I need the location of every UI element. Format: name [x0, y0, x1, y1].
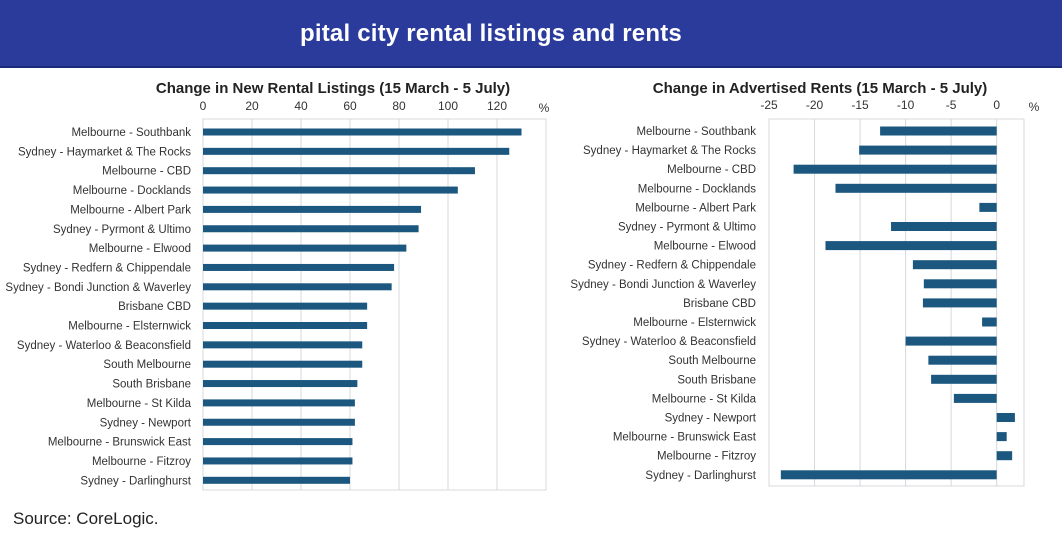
data-bar — [793, 164, 997, 174]
unit-label: % — [539, 101, 550, 115]
data-bar — [203, 457, 353, 465]
category-label: Sydney - Redfern & Chippendale — [588, 260, 756, 272]
data-bar — [203, 418, 355, 426]
data-bar — [203, 283, 392, 291]
category-label: Sydney - Redfern & Chippendale — [23, 262, 191, 274]
category-label: Sydney - Newport — [665, 413, 757, 425]
category-label: Sydney - Darlinghurst — [80, 475, 191, 487]
category-label: Melbourne - Fitzroy — [657, 451, 756, 463]
unit-label: % — [1029, 100, 1040, 114]
category-label: South Brisbane — [112, 379, 191, 391]
category-label: Sydney - Bondi Junction & Waverley — [5, 282, 191, 294]
data-bar — [203, 438, 353, 446]
category-label: Melbourne - Fitzroy — [92, 456, 191, 468]
banner-divider — [0, 66, 1062, 68]
data-bar — [203, 167, 475, 175]
category-label: Melbourne - Elsternwick — [68, 321, 191, 333]
data-bar — [203, 302, 368, 310]
category-label: Melbourne - Albert Park — [635, 202, 756, 214]
data-bar — [825, 241, 997, 251]
x-tick-label: 60 — [343, 99, 357, 113]
category-label: Melbourne - St Kilda — [87, 398, 192, 410]
data-bar — [203, 476, 350, 484]
data-bar — [982, 317, 997, 327]
category-label: Sydney - Pyrmont & Ultimo — [53, 224, 191, 236]
data-bar — [203, 322, 368, 329]
x-tick-label: -5 — [946, 98, 957, 112]
data-bar — [953, 393, 997, 403]
category-label: Melbourne - CBD — [667, 164, 756, 176]
banner-title: pital city rental listings and rents — [300, 20, 682, 47]
category-label: Sydney - Darlinghurst — [645, 470, 756, 482]
data-bar — [922, 298, 997, 308]
data-bar — [928, 355, 997, 365]
category-label: Melbourne - Brunswick East — [613, 432, 757, 444]
data-bar — [203, 225, 419, 233]
data-bar — [203, 341, 363, 349]
chart-title: Change in New Rental Listings (15 March … — [156, 80, 510, 97]
x-tick-label: 0 — [993, 98, 1000, 112]
data-bar — [996, 451, 1013, 461]
data-bar — [203, 205, 422, 213]
category-label: South Melbourne — [668, 355, 756, 367]
data-bar — [203, 263, 395, 271]
chart-title: Change in Advertised Rents (15 March - 5… — [653, 80, 988, 97]
category-label: Sydney - Haymarket & The Rocks — [18, 146, 191, 158]
data-bar — [203, 147, 510, 155]
x-tick-label: -10 — [897, 98, 915, 112]
category-label: Sydney - Haymarket & The Rocks — [583, 145, 756, 157]
data-bar — [979, 202, 997, 212]
x-tick-label: -20 — [806, 98, 824, 112]
data-bar — [835, 183, 997, 193]
category-label: Brisbane CBD — [118, 301, 191, 313]
advertised-rents-chart: -25 -20 -15 -10 -5 0 % Change in Advertised Ren… — [570, 80, 1040, 487]
data-bar — [203, 360, 363, 368]
x-tick-label: 0 — [200, 99, 207, 113]
data-bar — [203, 128, 522, 136]
category-label: South Brisbane — [677, 374, 756, 386]
category-label: Melbourne - Albert Park — [70, 204, 191, 216]
category-label: Sydney - Waterloo & Beaconsfield — [17, 340, 191, 352]
x-tick-label: 100 — [438, 99, 458, 113]
data-bar — [996, 432, 1007, 442]
category-label: Sydney - Waterloo & Beaconsfield — [582, 336, 756, 348]
data-bar — [880, 126, 997, 136]
x-tick-label: 40 — [294, 99, 308, 113]
category-label: Sydney - Newport — [100, 417, 192, 429]
category-label: Melbourne - Docklands — [73, 185, 192, 197]
x-tick-label: 120 — [487, 99, 507, 113]
data-bar — [905, 336, 997, 346]
category-label: Melbourne - Elsternwick — [633, 317, 756, 329]
data-bar — [859, 145, 997, 155]
category-label: Melbourne - Elwood — [89, 243, 191, 255]
category-label: Melbourne - Elwood — [654, 241, 756, 253]
data-bar — [891, 222, 997, 231]
category-label: Melbourne - Southbank — [71, 127, 191, 139]
x-tick-label: -15 — [851, 98, 869, 112]
data-bar — [203, 399, 355, 407]
x-tick-label: 80 — [392, 99, 406, 113]
rental-listings-chart: 0 20 40 60 80 100 120 % Change in New Rental Lis… — [5, 80, 550, 491]
data-bar — [203, 244, 407, 252]
data-bar — [996, 413, 1015, 422]
data-bar — [203, 186, 458, 194]
category-label: Brisbane CBD — [683, 298, 756, 310]
x-tick-label: 20 — [245, 99, 259, 113]
category-label: Melbourne - Brunswick East — [48, 437, 192, 449]
data-bar — [931, 374, 997, 384]
category-label: Melbourne - CBD — [102, 166, 191, 178]
data-bar — [780, 470, 997, 480]
category-label: Melbourne - Southbank — [636, 126, 756, 138]
title-banner: pital city rental listings and rents — [0, 0, 1062, 66]
category-label: Melbourne - St Kilda — [652, 393, 757, 405]
category-label: Sydney - Bondi Junction & Waverley — [570, 279, 756, 291]
category-label: Sydney - Pyrmont & Ultimo — [618, 222, 756, 234]
source-note: Source: CoreLogic. — [13, 509, 159, 528]
x-tick-label: -25 — [760, 98, 778, 112]
data-bar — [203, 380, 358, 388]
category-label: Melbourne - Docklands — [638, 183, 757, 195]
data-bar — [923, 279, 997, 289]
data-bar — [912, 260, 997, 270]
category-label: South Melbourne — [103, 359, 191, 371]
